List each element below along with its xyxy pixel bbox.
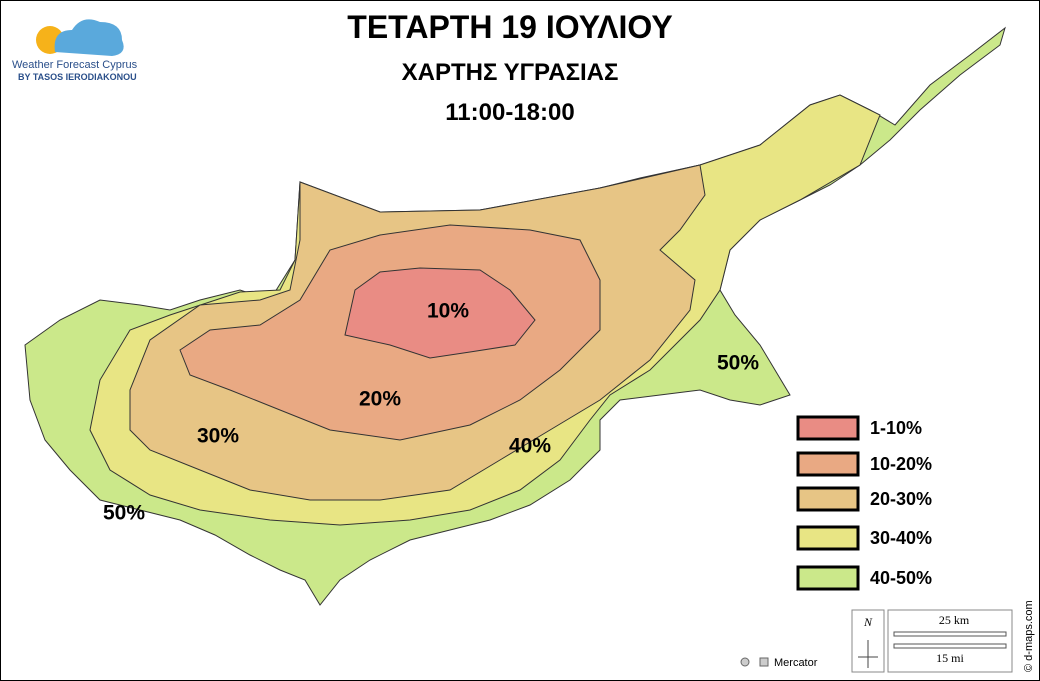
logo-byline: BY TASOS IERODIAKONOU bbox=[18, 72, 137, 82]
scale-mi: 15 mi bbox=[936, 651, 964, 665]
proj-icon bbox=[759, 657, 769, 667]
zone-1-10 bbox=[344, 267, 536, 359]
logo-cloud bbox=[54, 19, 124, 56]
legend-swatch bbox=[796, 486, 860, 512]
legend-label: 40-50% bbox=[870, 568, 932, 588]
scale-km: 25 km bbox=[939, 613, 970, 627]
logo-name: Weather Forecast Cyprus bbox=[12, 59, 138, 71]
north: N bbox=[863, 615, 873, 629]
scale-frame bbox=[887, 609, 1013, 673]
projection: Mercator bbox=[774, 657, 818, 669]
scale-box: N 25 km 15 mi Mercator © d-maps.com bbox=[740, 600, 1035, 673]
legend-swatch bbox=[796, 451, 860, 477]
scale-bar bbox=[893, 631, 1007, 637]
proj-icon bbox=[740, 657, 750, 667]
scale-bar bbox=[893, 643, 1007, 649]
period: 11:00-18:00 bbox=[445, 99, 574, 126]
title: ΤΕΤΑΡΤΗ 19 ΙΟΥΛΙΟΥ bbox=[347, 9, 672, 45]
zone-label: 40% bbox=[509, 435, 551, 458]
legend-swatch bbox=[796, 565, 860, 591]
legend-swatch bbox=[796, 415, 860, 441]
legend-label: 10-20% bbox=[870, 454, 932, 474]
zone-label: 30% bbox=[197, 425, 239, 448]
legend-label: 30-40% bbox=[870, 528, 932, 548]
island bbox=[24, 26, 1006, 606]
credit: © d-maps.com bbox=[1023, 600, 1035, 672]
zone-label: 50% bbox=[103, 502, 145, 525]
legend-label: 20-30% bbox=[870, 489, 932, 509]
subtitle: ΧΑΡΤΗΣ ΥΓΡΑΣΙΑΣ bbox=[402, 59, 619, 86]
zone-label: 10% bbox=[427, 300, 469, 323]
legend: 1-10% 10-20% 20-30% 30-40% 40-50% bbox=[796, 415, 932, 591]
zone-label: 20% bbox=[359, 388, 401, 411]
zone-label: 50% bbox=[717, 352, 759, 375]
logo: Weather Forecast Cyprus BY TASOS IERODIA… bbox=[12, 19, 138, 82]
legend-swatch bbox=[796, 525, 860, 551]
legend-label: 1-10% bbox=[870, 418, 922, 438]
